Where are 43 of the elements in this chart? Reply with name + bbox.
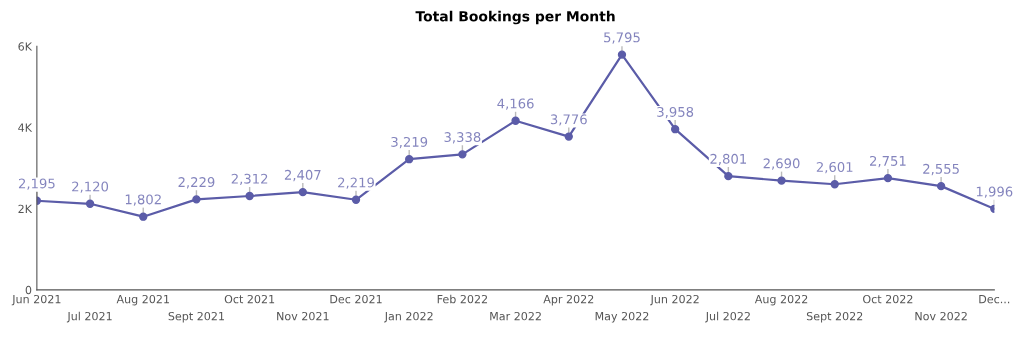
x-tick-label: Feb 2022 [437, 294, 488, 304]
data-label: 1,802 [125, 194, 161, 206]
y-tick-label: 2K [18, 204, 33, 213]
data-label: 2,690 [763, 158, 800, 170]
x-tick-label: Sept 2021 [168, 311, 224, 323]
x-tick-label: Jun 2021 [11, 294, 61, 306]
x-tick-label: Oct 2021 [224, 294, 275, 304]
data-label: 2,219 [338, 177, 374, 189]
chart-title: Total Bookings per Month [415, 10, 615, 25]
data-label: 2,601 [816, 161, 853, 174]
data-label: 3,338 [444, 132, 481, 144]
data-label: 3,958 [657, 106, 694, 119]
x-tick-label: Dec 2021 [330, 294, 382, 304]
data-label: 3,219 [391, 136, 428, 149]
x-tick-label: Jun 2022 [650, 294, 699, 306]
x-tick-label: May 2022 [595, 311, 649, 323]
x-tick-label: Sept 2022 [806, 311, 863, 323]
data-label: 2,312 [231, 173, 268, 186]
data-label: 2,195 [18, 178, 55, 190]
data-label: 5,795 [604, 32, 640, 44]
x-tick-label: Jan 2022 [384, 311, 433, 323]
data-label: 2,120 [72, 181, 109, 193]
data-label: 2,407 [284, 169, 321, 182]
x-tick-label: Jul 2021 [66, 311, 112, 323]
x-tick-label: Apr 2022 [543, 294, 594, 306]
data-label: 3,776 [550, 114, 587, 126]
x-tick-label: Jul 2022 [705, 311, 750, 323]
x-tick-label: Dec... [979, 295, 1010, 304]
y-tick-label: 0 [25, 285, 32, 295]
y-tick-label: 4K [18, 123, 33, 132]
x-tick-label: Mar 2022 [490, 311, 541, 321]
y-tick-label: 6K [18, 42, 33, 51]
data-label: 1,996 [976, 186, 1013, 198]
x-tick-label: Nov 2022 [915, 311, 967, 321]
data-label: 4,166 [497, 98, 534, 110]
x-tick-label: Aug 2022 [754, 294, 808, 306]
data-label: 2,229 [178, 177, 215, 189]
data-label: 2,801 [710, 153, 747, 166]
data-label: 2,751 [870, 155, 906, 168]
x-tick-label: Aug 2021 [116, 294, 169, 306]
data-label: 2,555 [923, 163, 959, 176]
x-tick-label: Oct 2022 [863, 294, 913, 304]
x-tick-label: Nov 2021 [277, 311, 329, 321]
